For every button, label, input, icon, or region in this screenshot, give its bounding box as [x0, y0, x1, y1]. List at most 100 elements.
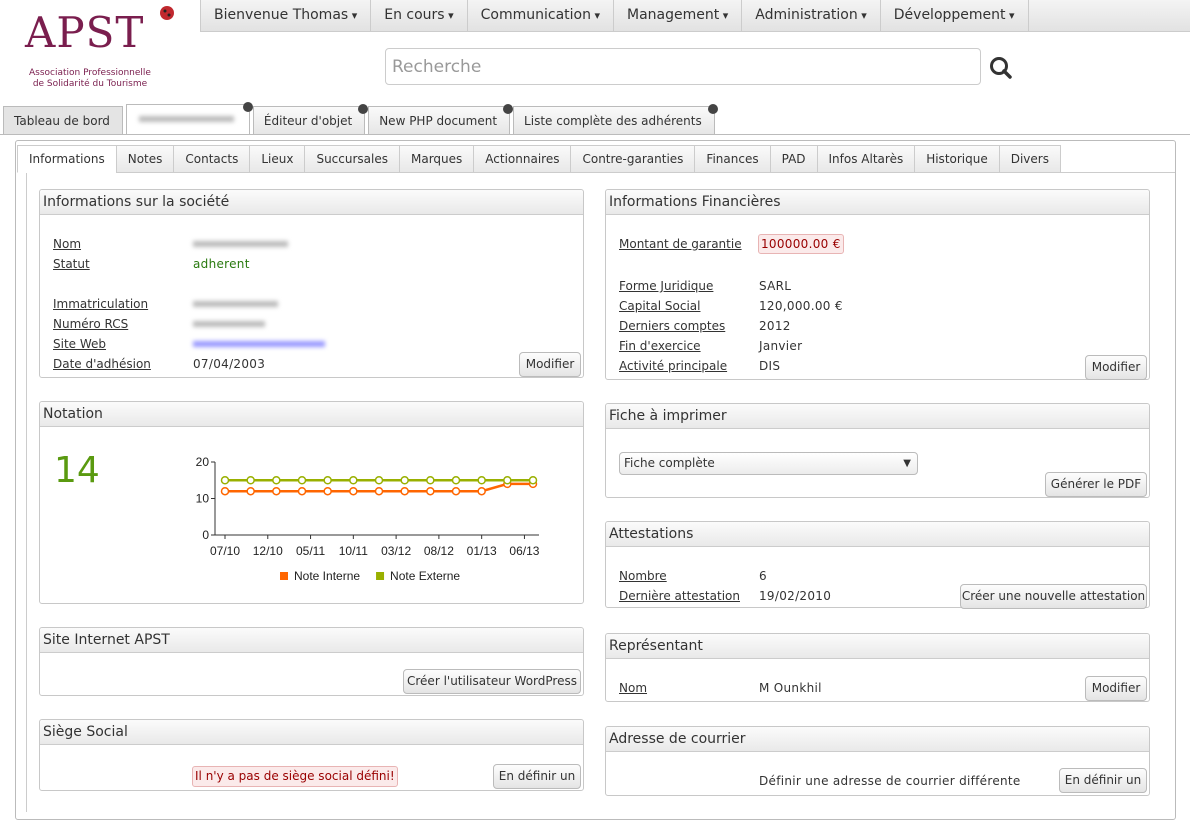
field-value: 100000.00 € — [758, 234, 844, 254]
nav-item[interactable]: Développement — [881, 0, 1029, 31]
data-point — [451, 476, 461, 485]
data-point — [400, 486, 409, 496]
data-point — [451, 486, 461, 496]
button[interactable]: Créer une nouvelle attestation — [960, 584, 1147, 609]
legend-label: Note Externe — [390, 569, 460, 583]
sub-tab[interactable]: Informations — [17, 145, 117, 173]
logo-subtitle: de Solidarité du Tourisme — [32, 79, 148, 89]
panel-header: Notation — [40, 402, 583, 427]
panel: Adresse de courrier Définir une adresse … — [605, 726, 1150, 796]
panel-header: Informations sur la société — [40, 190, 583, 215]
field-label[interactable]: Activité principale — [619, 359, 728, 373]
data-point — [400, 476, 409, 485]
redacted-text — [193, 241, 288, 247]
select[interactable]: Fiche complète ▼ — [619, 452, 918, 475]
panel-header: Attestations — [606, 522, 1149, 547]
data-point — [220, 486, 230, 496]
sub-tab[interactable]: Historique — [914, 145, 1000, 173]
panel: Notation 14 0 10 20 07/10 12/10 05/11 10/11 03/… — [39, 401, 584, 604]
panel-header: Fiche à imprimer — [606, 404, 1149, 429]
field-label[interactable]: Date d'adhésion — [53, 357, 151, 371]
y-tick-label: 0 — [202, 528, 209, 542]
y-tick-label: 20 — [196, 455, 210, 469]
legend-swatch — [280, 572, 288, 580]
score: 14 — [54, 450, 100, 491]
close-icon[interactable] — [358, 104, 369, 114]
sub-tab[interactable]: Marques — [398, 145, 475, 173]
field-label[interactable]: Derniers comptes — [619, 319, 726, 333]
field-label[interactable]: Nom — [53, 237, 82, 251]
field-label[interactable]: Nombre — [619, 569, 667, 583]
search-icon[interactable] — [988, 55, 1014, 81]
chart: 0 10 20 07/10 12/10 05/11 10/11 03/12 08/12 01/13… — [196, 455, 540, 583]
data-point — [426, 486, 435, 496]
button[interactable]: En définir un — [1059, 768, 1147, 793]
panel-header: Siège Social — [40, 720, 583, 745]
data-point — [323, 476, 332, 485]
sub-tab[interactable]: Contacts — [173, 145, 251, 173]
document-tab[interactable]: Éditeur d'objet — [252, 104, 369, 134]
x-tick-label: 05/11 — [296, 544, 325, 558]
nav-item[interactable]: Communication — [468, 0, 615, 31]
document-tab[interactable]: New PHP document — [368, 104, 514, 134]
x-tick-label: 01/13 — [467, 544, 497, 558]
logo[interactable]: APST Association Professionnelle de Soli… — [25, 4, 185, 94]
button[interactable]: Modifier — [1085, 676, 1147, 701]
field-label[interactable]: Capital Social — [619, 299, 701, 313]
logo-name: APST — [25, 8, 145, 57]
panel: Site Internet APST Créer l'utilisateur Wo… — [39, 627, 584, 696]
sub-tab[interactable]: Notes — [115, 145, 175, 173]
nav-item[interactable]: En cours — [371, 0, 468, 31]
field-label[interactable]: Statut — [53, 257, 90, 271]
search-input[interactable]: Recherche — [385, 48, 981, 85]
sub-tab[interactable]: Succursales — [304, 145, 400, 173]
data-point — [503, 476, 512, 485]
sub-tab[interactable]: Infos Altarès — [816, 145, 916, 173]
redacted-text — [138, 116, 234, 122]
nav-item[interactable]: Administration — [742, 0, 881, 31]
redacted-text — [193, 341, 325, 347]
close-icon[interactable] — [503, 104, 514, 114]
logo-subtitle: Association Professionnelle — [29, 68, 151, 78]
field-label[interactable]: Fin d'exercice — [619, 339, 701, 353]
data-point — [349, 486, 358, 496]
legend-label: Note Interne — [294, 569, 360, 583]
field-label[interactable]: Dernière attestation — [619, 589, 740, 603]
nav-item[interactable]: Management — [614, 0, 743, 31]
document-tab[interactable]: Tableau de bord — [3, 106, 123, 134]
document-tab[interactable] — [125, 102, 253, 134]
y-tick-label: 10 — [196, 492, 210, 506]
field-value: 07/04/2003 — [193, 357, 266, 371]
x-tick-label: 12/10 — [253, 544, 283, 558]
data-point — [297, 486, 307, 496]
sub-tab[interactable]: PAD — [769, 145, 818, 173]
sub-tab[interactable]: Finances — [694, 145, 771, 173]
button[interactable]: Modifier — [519, 352, 581, 377]
button[interactable]: Générer le PDF — [1045, 472, 1147, 497]
button[interactable]: En définir un — [493, 764, 581, 789]
panel: Siège Social Il n'y a pas de siège socia… — [39, 719, 584, 791]
x-tick-label: 10/11 — [339, 544, 368, 558]
info-text: Définir une adresse de courrier différen… — [759, 774, 1021, 788]
nav-item[interactable]: Bienvenue Thomas — [201, 0, 372, 31]
top-nav: Bienvenue ThomasEn coursCommunicationMan… — [200, 0, 1190, 32]
document-tab[interactable]: Liste complète des adhérents — [513, 104, 718, 134]
sub-tab[interactable]: Actionnaires — [473, 145, 572, 173]
close-icon[interactable] — [242, 102, 253, 112]
sub-tab[interactable]: Contre-garanties — [570, 145, 696, 173]
field-label[interactable]: Forme Juridique — [619, 279, 714, 293]
close-icon[interactable] — [707, 104, 718, 114]
button[interactable]: Créer l'utilisateur WordPress — [403, 669, 581, 694]
sub-tab[interactable]: Lieux — [249, 145, 306, 173]
panel-header: Adresse de courrier — [606, 727, 1149, 752]
field-label[interactable]: Site Web — [53, 337, 107, 351]
field-value: adherent — [193, 257, 250, 271]
field-label[interactable]: Montant de garantie — [619, 237, 742, 251]
field-label[interactable]: Numéro RCS — [53, 317, 129, 331]
field-label[interactable]: Immatriculation — [53, 297, 149, 311]
sub-tab[interactable]: Divers — [998, 145, 1061, 173]
field-label[interactable]: Nom — [619, 681, 648, 695]
button[interactable]: Modifier — [1085, 355, 1147, 380]
field-value: DIS — [759, 359, 781, 373]
ladybug — [160, 6, 174, 20]
